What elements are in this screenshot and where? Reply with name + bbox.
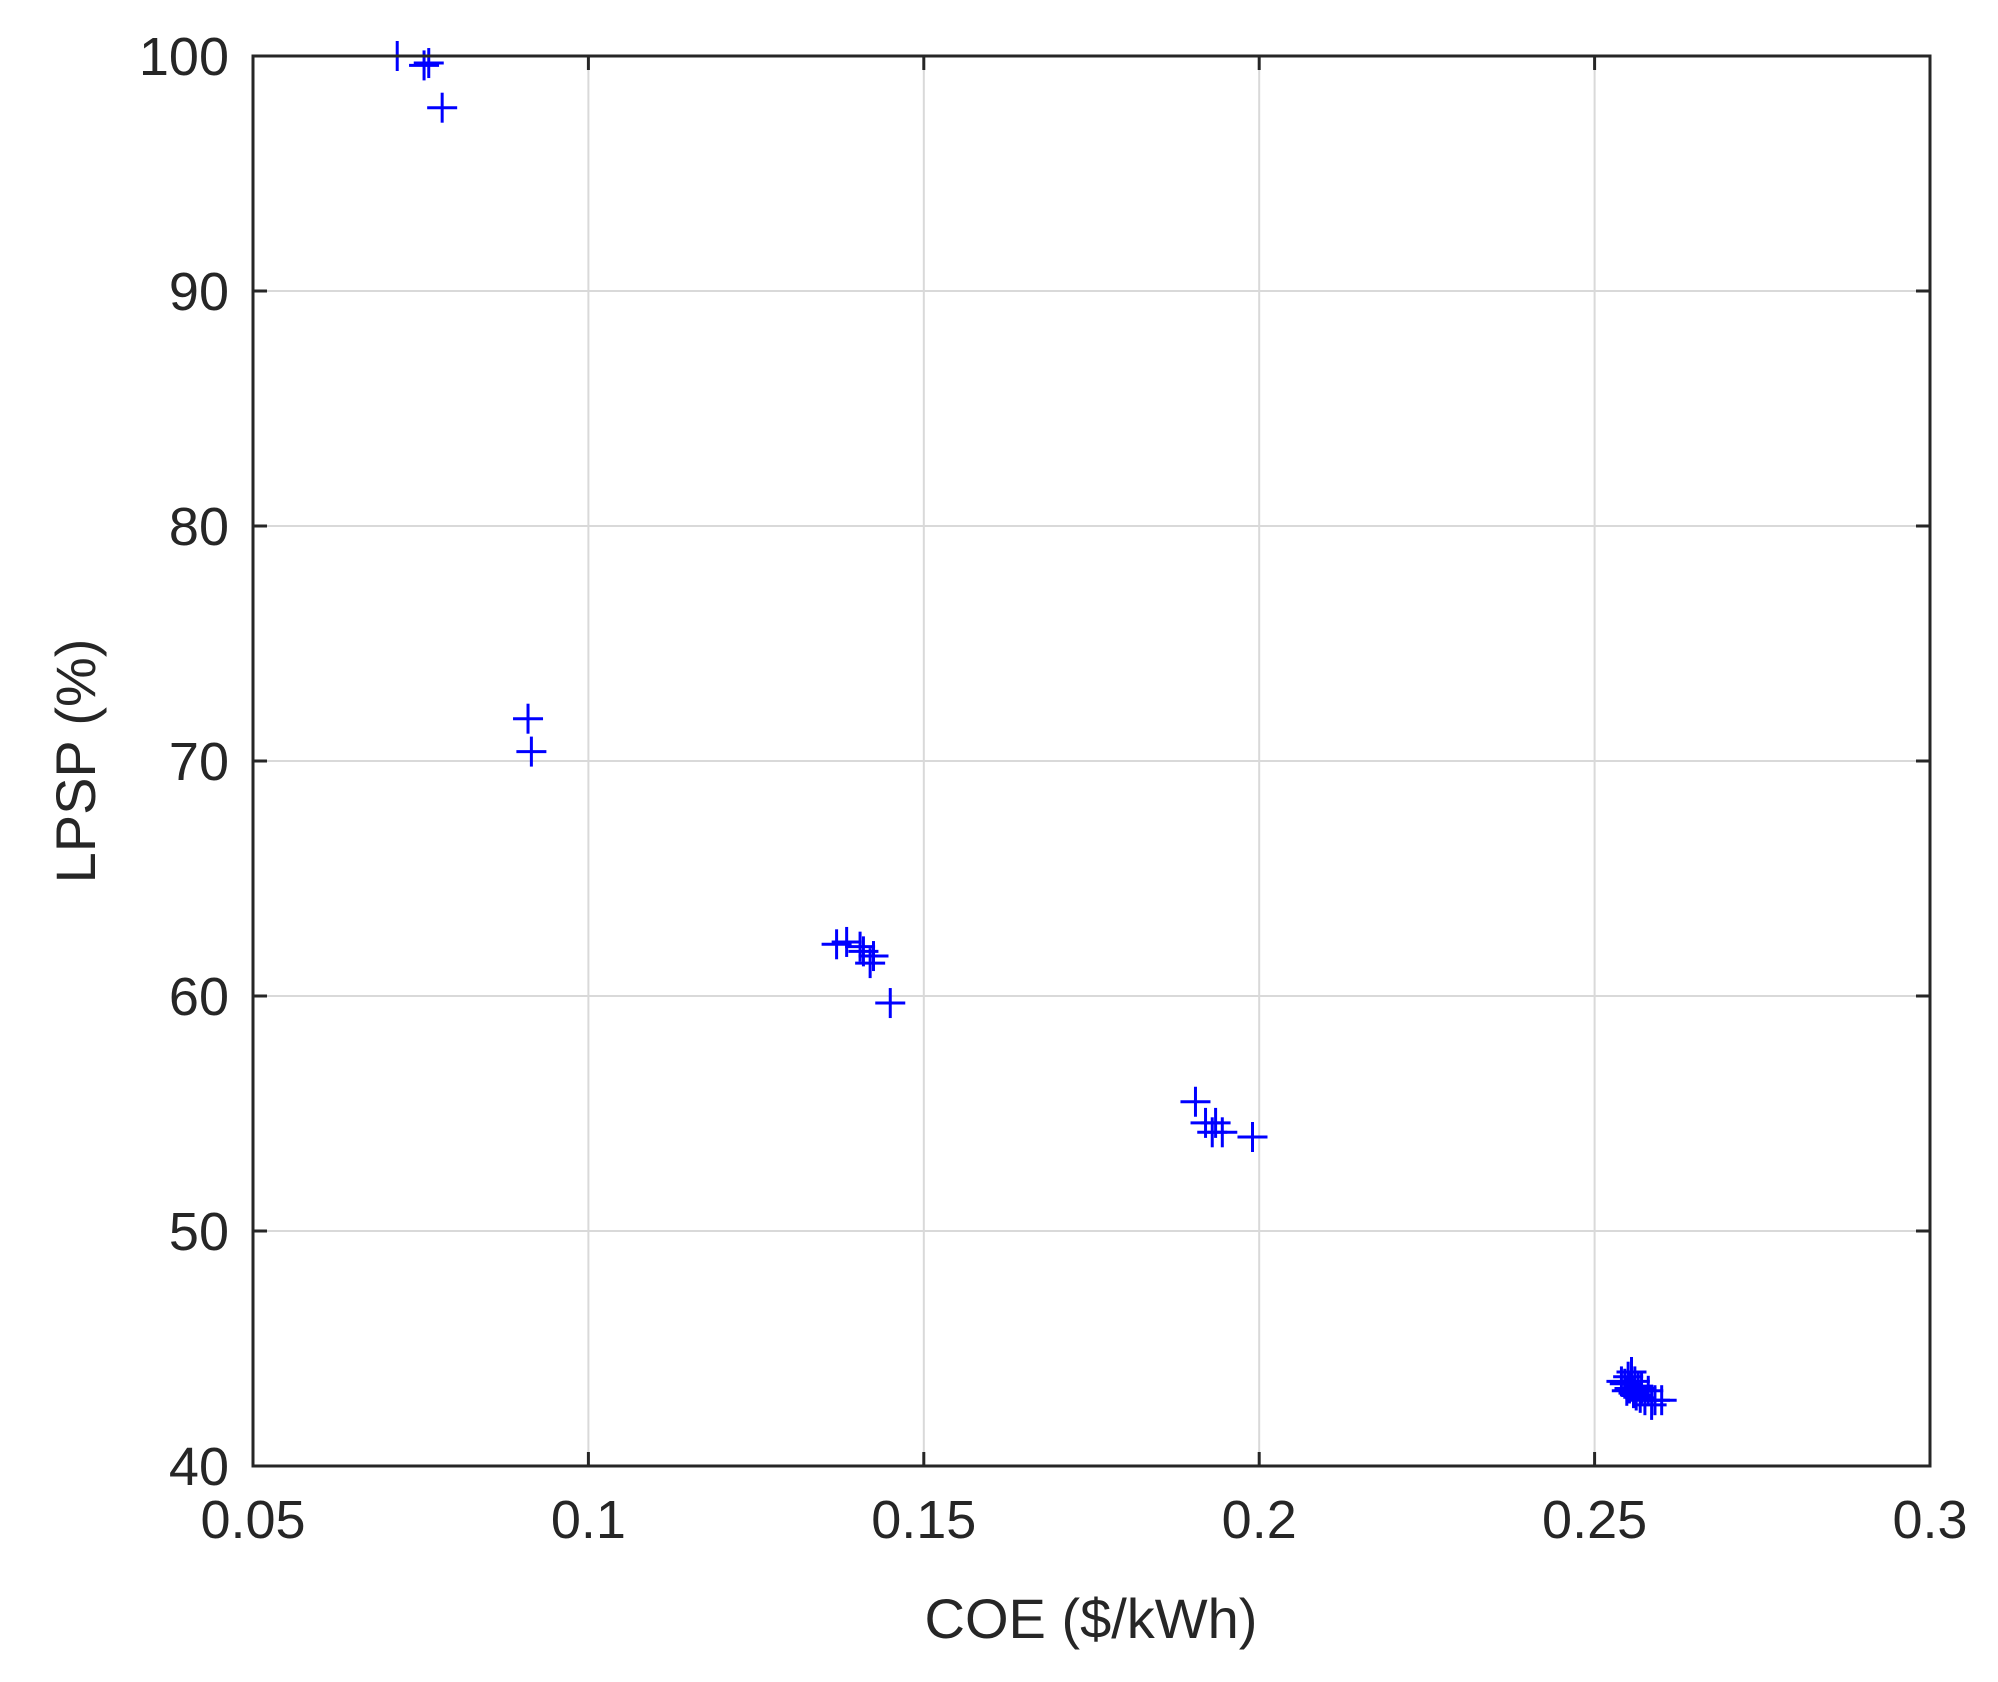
data-point [1646, 1385, 1677, 1416]
points-layer [382, 41, 1677, 1420]
x-tick-label: 0.1 [551, 1490, 626, 1550]
data-point [413, 48, 444, 79]
data-point [1237, 1122, 1268, 1152]
data-point [858, 941, 889, 972]
data-point [1626, 1373, 1657, 1404]
x-axis-label: COE ($/kWh) [925, 1587, 1258, 1650]
ticks-layer [251, 54, 1932, 1468]
data-point [516, 736, 547, 767]
x-tick-label: 0.25 [1542, 1490, 1647, 1550]
x-tick-label: 0.3 [1892, 1490, 1967, 1550]
y-tick-label: 80 [169, 497, 229, 557]
y-tick-label: 100 [139, 27, 229, 87]
data-point [513, 703, 544, 734]
data-point [1207, 1117, 1238, 1148]
y-tick-label: 90 [169, 262, 229, 322]
y-axis-label: LPSP (%) [44, 639, 107, 884]
y-tick-label: 70 [169, 732, 229, 792]
x-tick-label: 0.05 [200, 1490, 305, 1550]
data-point [831, 926, 862, 957]
x-tick-labels: 0.05 0.1 0.15 0.2 0.25 0.3 [200, 1490, 1967, 1550]
data-point [427, 92, 458, 123]
y-tick-label: 40 [169, 1437, 229, 1497]
data-point [1180, 1086, 1211, 1117]
x-tick-label: 0.15 [871, 1490, 976, 1550]
y-tick-labels: 40 50 60 70 80 90 100 [139, 27, 229, 1497]
grid-layer [253, 56, 1930, 1466]
data-point [875, 988, 906, 1019]
y-tick-label: 60 [169, 967, 229, 1027]
x-tick-label: 0.2 [1222, 1490, 1297, 1550]
y-tick-label: 50 [169, 1202, 229, 1262]
data-point [855, 948, 886, 979]
